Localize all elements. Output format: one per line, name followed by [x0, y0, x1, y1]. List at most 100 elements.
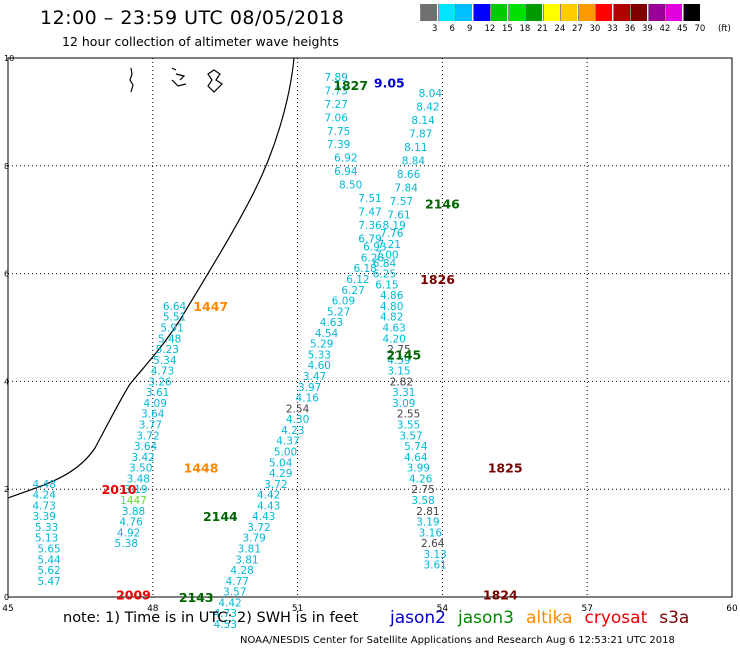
- pass-time-label: 1448: [184, 461, 219, 476]
- wave-height-label: 6.93: [363, 242, 386, 254]
- x-tick-label: 45: [2, 604, 13, 614]
- map-subtitle: 12 hour collection of altimeter wave hei…: [62, 34, 339, 49]
- wave-height-label: 5.23: [156, 344, 179, 356]
- wave-height-label: 4.42: [257, 490, 280, 502]
- wave-height-label: 7.61: [387, 209, 410, 221]
- color-scale-label: 30: [589, 24, 601, 34]
- wave-height-label: 4.16: [296, 393, 320, 405]
- wave-height-label: 5.91: [160, 323, 183, 335]
- wave-height-label: 3.97: [298, 382, 321, 394]
- wave-height-label: 2.75: [411, 484, 434, 496]
- wave-height-label: 5.34: [153, 355, 177, 367]
- wave-height-label: 7.73: [325, 85, 348, 97]
- color-scale-label: 6: [449, 24, 455, 34]
- pass-time-label: 2010: [102, 482, 137, 497]
- color-scale-label: 15: [502, 24, 513, 34]
- color-scale-label: 3: [432, 24, 438, 34]
- y-tick-label: 2: [4, 485, 9, 494]
- legend-item-cryosat: cryosat: [584, 608, 648, 628]
- legend-item-jason3: jason3: [458, 608, 514, 628]
- color-scale-swatch: [665, 4, 682, 21]
- legend-item-jason2: jason2: [390, 608, 446, 628]
- wave-height-label: 8.66: [397, 169, 421, 181]
- wave-height-label: 6.64: [163, 301, 187, 313]
- wave-height-label: 4.82: [380, 312, 403, 324]
- pass-time-label: 2009: [116, 587, 151, 602]
- wave-height-label: 4.76: [119, 517, 143, 529]
- wave-height-label: 2.81: [416, 506, 439, 518]
- wave-height-label: 8.04: [419, 88, 443, 100]
- wave-height-label: 5.29: [310, 339, 333, 351]
- pass-time-label: 1447: [193, 299, 228, 314]
- wave-height-label: 3.79: [242, 533, 265, 545]
- wave-height-label: 3.64: [141, 409, 165, 421]
- wave-height-label: 3.81: [238, 543, 261, 555]
- wave-height-label: 4.43: [252, 511, 275, 523]
- wave-height-label: 3.26: [148, 376, 172, 388]
- wave-height-label: 5.33: [35, 522, 58, 534]
- wave-height-label: 5.74: [404, 441, 428, 453]
- color-scale-label: 18: [519, 24, 531, 34]
- wave-height-label: 6.12: [346, 274, 369, 286]
- wave-height-label: 7.89: [325, 72, 348, 84]
- wave-height-label: 3.72: [264, 479, 287, 491]
- color-scale-label: 39: [642, 24, 653, 34]
- wave-height-label: 4.92: [117, 527, 140, 539]
- island-outline: [171, 67, 187, 87]
- coastline: [7, 57, 295, 499]
- pass-time-label: 1827: [333, 78, 368, 93]
- color-scale-swatch: [420, 4, 437, 21]
- wave-height-label: 4.86: [380, 290, 404, 302]
- island-outline: [129, 67, 134, 93]
- wave-height-label: 6.94: [334, 166, 358, 178]
- wave-height-label: 3.81: [235, 554, 258, 566]
- y-tick-label: 6: [4, 270, 9, 279]
- wave-height-label: 6.15: [375, 279, 398, 291]
- wave-height-label: 5.65: [37, 543, 60, 555]
- y-tick-label: 0: [4, 593, 9, 602]
- color-scale-swatch: [630, 4, 647, 21]
- wave-height-label: 8.50: [339, 180, 362, 192]
- color-scale-label: 33: [607, 24, 618, 34]
- wave-height-label: 3.09: [392, 398, 415, 410]
- y-tick-label: 4: [4, 377, 9, 386]
- wave-height-label: 6.28: [361, 252, 384, 264]
- credit-line: NOAA/NESDIS Center for Satellite Applica…: [240, 635, 675, 646]
- wave-height-label: 7.00: [375, 250, 398, 262]
- wave-height-label: 4.53: [214, 619, 237, 631]
- wave-height-label: 7.84: [395, 182, 419, 194]
- wave-height-label: 7.39: [327, 139, 350, 151]
- color-scale-label: 27: [572, 24, 583, 34]
- wave-height-label: 8.19: [382, 220, 405, 232]
- wave-height-label: 5.44: [37, 554, 61, 566]
- wave-height-label: 7.87: [409, 128, 432, 140]
- wave-height-label: 5.51: [163, 312, 186, 324]
- wave-height-label: 6.25: [373, 269, 396, 281]
- island-outline: [207, 69, 223, 93]
- x-tick-label: 54: [437, 604, 449, 614]
- wave-height-label: 3.57: [399, 430, 422, 442]
- color-scale-label: 70: [694, 24, 706, 34]
- wave-height-label: 4.23: [281, 425, 304, 437]
- wave-height-label: 6.92: [334, 153, 357, 165]
- wave-height-label: 4.20: [382, 333, 405, 345]
- color-scale-swatch: [612, 4, 630, 21]
- wave-height-label: 4.63: [382, 323, 405, 335]
- wave-height-label: 6.18: [353, 263, 376, 275]
- wave-height-label: 2.75: [387, 344, 410, 356]
- wave-height-label: 5.38: [115, 538, 138, 550]
- wave-height-label: 4.43: [257, 500, 280, 512]
- wave-height-label: 3.72: [136, 430, 159, 442]
- wave-height-label: 4.09: [144, 398, 167, 410]
- wave-height-label: 3.47: [303, 371, 326, 383]
- y-tick-label: 8: [4, 162, 9, 171]
- wave-height-label: 3.61: [146, 387, 169, 399]
- wave-height-label: 8.14: [411, 115, 435, 127]
- y-tick-label: 10: [4, 54, 14, 63]
- pass-time-label: 2146: [425, 197, 460, 212]
- wave-height-label: 2.55: [397, 409, 420, 421]
- map-title: 12:00 – 23:59 UTC 08/05/2018: [40, 7, 345, 29]
- wave-height-label: 7.51: [358, 193, 381, 205]
- pass-time-label: 2143: [179, 590, 214, 605]
